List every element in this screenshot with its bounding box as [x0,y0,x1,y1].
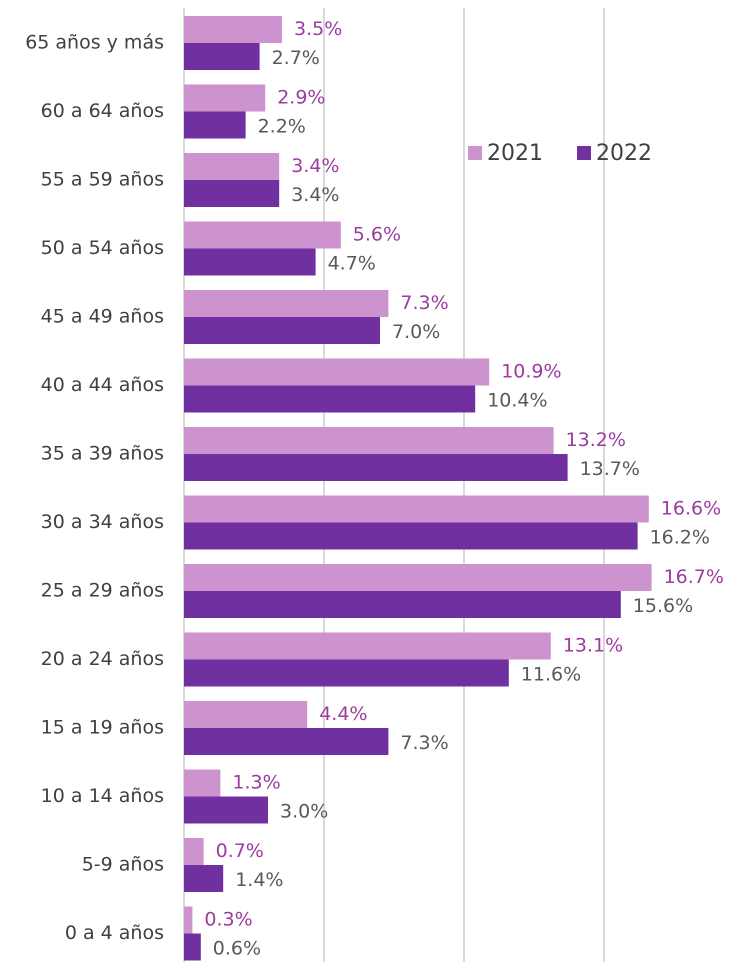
bar [184,591,621,618]
y-tick-label: 50 a 54 años [41,237,164,259]
y-tick-label: 10 a 14 años [41,785,164,807]
value-label: 2.2% [258,116,306,138]
bar [184,632,551,660]
value-label: 13.1% [563,635,623,657]
y-tick-label: 40 a 44 años [41,374,164,396]
value-label: 4.7% [328,253,376,275]
bar [184,16,282,43]
bar [184,111,246,139]
value-label: 0.7% [216,840,264,862]
bar [184,701,308,728]
bar [184,522,638,550]
bar [184,865,224,892]
bar [184,43,260,70]
bar [184,84,266,112]
bar [184,728,389,755]
value-label: 13.2% [566,429,626,451]
y-tick-label: 60 a 64 años [41,100,164,122]
value-label: 10.4% [487,390,547,412]
value-label: 3.5% [294,18,342,40]
value-label: 16.7% [664,566,724,588]
legend-swatch [577,146,591,160]
value-label: 1.3% [232,772,280,794]
bar [184,769,221,797]
bar [184,454,568,481]
legend-label: 2021 [487,141,543,166]
value-label: 16.6% [661,498,721,520]
bar [184,358,490,386]
bar [184,838,204,865]
value-label: 7.3% [400,292,448,314]
y-tick-label: 55 a 59 años [41,169,164,191]
value-label: 10.9% [501,361,561,383]
legend-swatch [468,146,482,160]
y-tick-label: 0 a 4 años [65,922,164,944]
legend-label: 2022 [596,141,652,166]
bar [184,906,193,934]
value-label: 2.9% [277,87,325,109]
value-label: 3.0% [280,801,328,823]
value-label: 13.7% [580,458,640,480]
value-label: 11.6% [521,664,581,686]
y-tick-label: 5-9 años [82,854,164,876]
bar [184,564,652,591]
value-label: 5.6% [353,224,401,246]
bar [184,180,280,207]
value-label: 16.2% [650,527,710,549]
y-tick-label: 20 a 24 años [41,648,164,670]
bar [184,248,316,276]
y-tick-label: 15 a 19 años [41,717,164,739]
bar [184,221,341,249]
bar [184,153,280,180]
value-label: 4.4% [319,703,367,725]
bar [184,933,201,961]
bar [184,796,268,824]
value-label: 15.6% [633,595,693,617]
y-tick-label: 65 años y más [25,32,164,54]
bar [184,290,389,317]
value-label: 2.7% [272,47,320,69]
bar [184,385,476,413]
y-tick-label: 45 a 49 años [41,306,164,328]
value-label: 1.4% [235,869,283,891]
y-tick-label: 25 a 29 años [41,580,164,602]
value-label: 0.3% [204,909,252,931]
y-tick-label: 35 a 39 años [41,443,164,465]
bar [184,659,509,687]
value-label: 3.4% [291,184,339,206]
bar [184,317,380,344]
value-label: 7.3% [400,732,448,754]
y-tick-label: 30 a 34 años [41,511,164,533]
bar [184,495,649,523]
value-label: 7.0% [392,321,440,343]
value-label: 3.4% [291,155,339,177]
bar [184,427,554,454]
value-label: 0.6% [213,938,261,960]
